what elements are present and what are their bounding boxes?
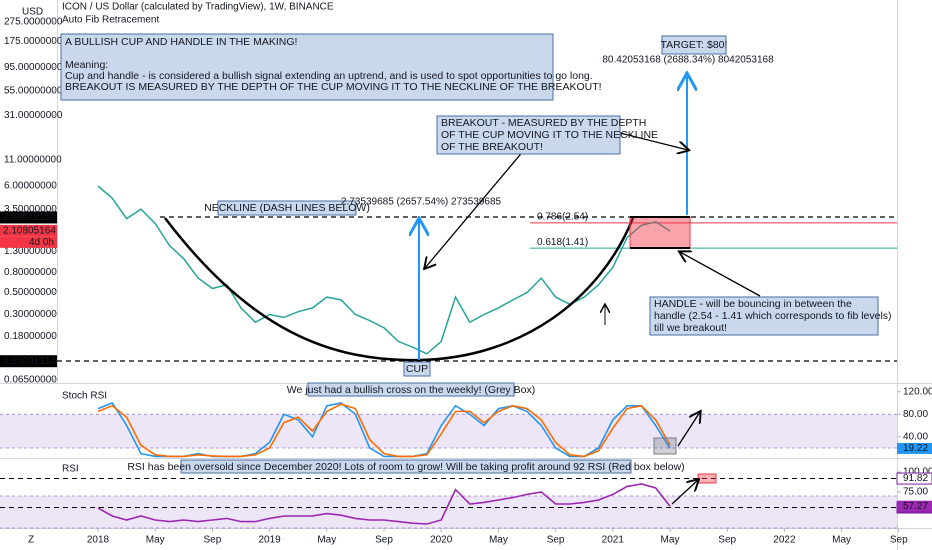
annotation-text: BREAKOUT IS MEASURED BY THE DEPTH OF THE… <box>65 81 602 93</box>
band <box>0 414 897 448</box>
x-tick-label: 2019 <box>258 535 281 546</box>
red-box <box>697 473 717 484</box>
series-line <box>97 483 671 525</box>
annotation-text: NECKLINE (DASH LINES BELOW) <box>204 202 370 214</box>
annotation-text: TARGET: $80! <box>661 39 728 51</box>
annotation-text: OF THE BREAKOUT! <box>441 141 543 153</box>
y-tick-label: 0.50000000 <box>4 287 57 298</box>
countdown-label: 4d 0h <box>29 237 54 248</box>
x-tick-label: May <box>661 535 680 546</box>
y-tick-label: 275.0000000 <box>4 17 63 28</box>
y-tick-label: 0.30000000 <box>4 309 57 320</box>
x-tick-label: 2018 <box>87 535 110 546</box>
annotation-box <box>180 459 632 474</box>
annotation-text: HANDLE - will be bouncing in between the <box>654 298 852 310</box>
rsi-arrow <box>671 480 698 505</box>
plot-layer: 275.0000000 175.0000000 95.00000000 55.0000… <box>0 17 932 546</box>
x-tick-label: Sep <box>718 535 736 546</box>
y-tick-label: 0.18000000 <box>4 331 57 342</box>
y-tick-label: 80.00 <box>903 409 928 420</box>
y-tick-label: 95.00000000 <box>4 62 63 73</box>
y-tick-label: 1.30000000 <box>4 246 57 257</box>
price-tag-label: 0.10091314 <box>3 356 56 367</box>
y-tick-label: 11.00000000 <box>4 155 62 166</box>
breakout-arrow <box>619 132 688 150</box>
handle-box <box>629 216 691 249</box>
measure-label: 2.73539685 (2657.54%) 273539685 <box>341 197 502 208</box>
price-tag <box>0 211 57 224</box>
price-tag-label: 2.88072120 <box>3 212 56 223</box>
y-tick-label: 120.00 <box>903 386 932 397</box>
grey-box <box>653 437 677 455</box>
handle-arrow <box>680 252 761 297</box>
annotation-text: handle (2.54 - 1.41 which corresponds to… <box>654 310 892 322</box>
annotation-text: OF THE CUP MOVING IT TO THE NECKLINE <box>441 129 658 141</box>
annotation-text: CUP <box>406 363 428 375</box>
y-tick-label: 40.00 <box>903 431 928 442</box>
price-tag <box>0 224 57 237</box>
x-tick-label: May <box>489 535 508 546</box>
annotation-box <box>436 115 621 155</box>
x-tick-label: Sep <box>375 535 393 546</box>
value-tag <box>897 442 932 454</box>
y-tick-label: 75.00 <box>903 487 928 498</box>
fib-label: 0.786(2.54) <box>537 212 588 223</box>
annotation-text: A BULLISH CUP AND HANDLE IN THE MAKING! <box>65 36 297 48</box>
annotation-text: BREAKOUT - MEASURED BY THE DEPTH <box>441 117 646 129</box>
annotation-text: Cup and handle - is considered a bullish… <box>65 70 593 82</box>
breakout-arrow <box>425 142 531 268</box>
annotation-text: RSI has been oversold since December 202… <box>127 461 684 473</box>
y-tick-label: 175.0000000 <box>4 36 63 47</box>
price-tag <box>0 355 57 368</box>
stoch-arrow <box>677 412 700 447</box>
annotation-box <box>661 35 727 55</box>
value-tag <box>896 472 932 485</box>
x-tick-label: 2020 <box>430 535 453 546</box>
annotation-box <box>60 33 554 101</box>
indicator-name: Auto Fib Retracement <box>62 15 159 26</box>
annotation-text: till we breakout! <box>654 322 727 334</box>
panel-title: RSI <box>62 464 79 475</box>
cup-curve <box>164 217 635 362</box>
y-tick-label: 0.06500000 <box>4 375 57 386</box>
measure-label: 80.42053168 (2688.34%) 8042053168 <box>602 55 774 66</box>
x-tick-label: 2021 <box>602 535 625 546</box>
annotation-box <box>307 382 515 397</box>
chart-title: ICON / US Dollar (calculated by TradingV… <box>62 2 334 13</box>
panel-title: Stoch RSI <box>62 391 107 402</box>
y-tick-label: 100.00 <box>903 467 932 478</box>
annotation-box <box>403 361 431 377</box>
annotation-text: We just had a bullish cross on the weekl… <box>287 384 535 396</box>
series-line <box>97 403 671 458</box>
x-tick-label: May <box>317 535 336 546</box>
fib-label: 0.618(1.41) <box>537 237 588 248</box>
corner-label: Z <box>28 535 34 546</box>
y-tick-label: 0.80000000 <box>4 267 57 278</box>
value-tag-label: 57.27 <box>903 501 928 512</box>
value-tag-label: 91.82 <box>903 473 928 484</box>
y-tick-label: 31.00000000 <box>4 110 63 121</box>
annotation-text: Meaning: <box>65 59 108 71</box>
y-tick-label: 6.00000000 <box>4 181 57 192</box>
x-tick-label: Sep <box>547 535 565 546</box>
annotation-box <box>649 296 879 336</box>
x-tick-label: May <box>146 535 165 546</box>
y-tick-label: 55.00000000 <box>4 86 63 97</box>
value-tag <box>897 500 932 512</box>
band <box>0 496 897 528</box>
annotation-box <box>217 200 357 216</box>
x-tick-label: Sep <box>204 535 222 546</box>
value-tag-label: 19.22 <box>903 443 928 454</box>
price-tag-label: 2.10805164 <box>3 226 56 237</box>
x-tick-label: May <box>832 535 851 546</box>
currency: USD <box>22 7 43 18</box>
x-tick-label: Sep <box>890 535 908 546</box>
y-tick-label: 3.50000000 <box>4 204 57 215</box>
countdown-tag <box>0 236 57 248</box>
x-tick-label: 2022 <box>773 535 796 546</box>
